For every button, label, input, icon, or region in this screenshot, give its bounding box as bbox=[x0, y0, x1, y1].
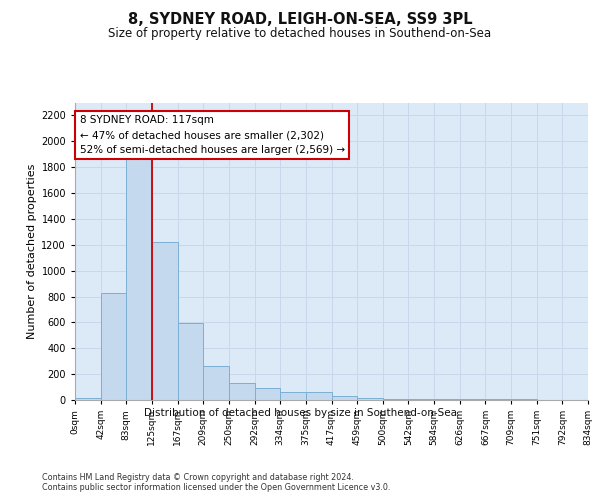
Text: 8 SYDNEY ROAD: 117sqm
← 47% of detached houses are smaller (2,302)
52% of semi-d: 8 SYDNEY ROAD: 117sqm ← 47% of detached … bbox=[80, 116, 345, 155]
Text: Contains HM Land Registry data © Crown copyright and database right 2024.: Contains HM Land Registry data © Crown c… bbox=[42, 472, 354, 482]
Bar bbox=[101, 292, 127, 400]
Bar bbox=[357, 398, 383, 400]
Text: Size of property relative to detached houses in Southend-on-Sea: Size of property relative to detached ho… bbox=[109, 28, 491, 40]
Bar bbox=[383, 398, 409, 400]
Text: Contains public sector information licensed under the Open Government Licence v3: Contains public sector information licen… bbox=[42, 484, 391, 492]
Bar bbox=[178, 323, 203, 400]
Bar bbox=[203, 366, 229, 400]
Text: Distribution of detached houses by size in Southend-on-Sea: Distribution of detached houses by size … bbox=[143, 408, 457, 418]
Text: 8, SYDNEY ROAD, LEIGH-ON-SEA, SS9 3PL: 8, SYDNEY ROAD, LEIGH-ON-SEA, SS9 3PL bbox=[128, 12, 472, 28]
Bar bbox=[229, 382, 254, 400]
Bar bbox=[331, 396, 357, 400]
Bar bbox=[127, 158, 152, 400]
Y-axis label: Number of detached properties: Number of detached properties bbox=[27, 164, 37, 339]
Bar bbox=[280, 392, 306, 400]
Bar bbox=[409, 399, 434, 400]
Bar bbox=[306, 392, 331, 400]
Bar bbox=[152, 242, 178, 400]
Bar bbox=[75, 398, 101, 400]
Bar bbox=[254, 388, 280, 400]
